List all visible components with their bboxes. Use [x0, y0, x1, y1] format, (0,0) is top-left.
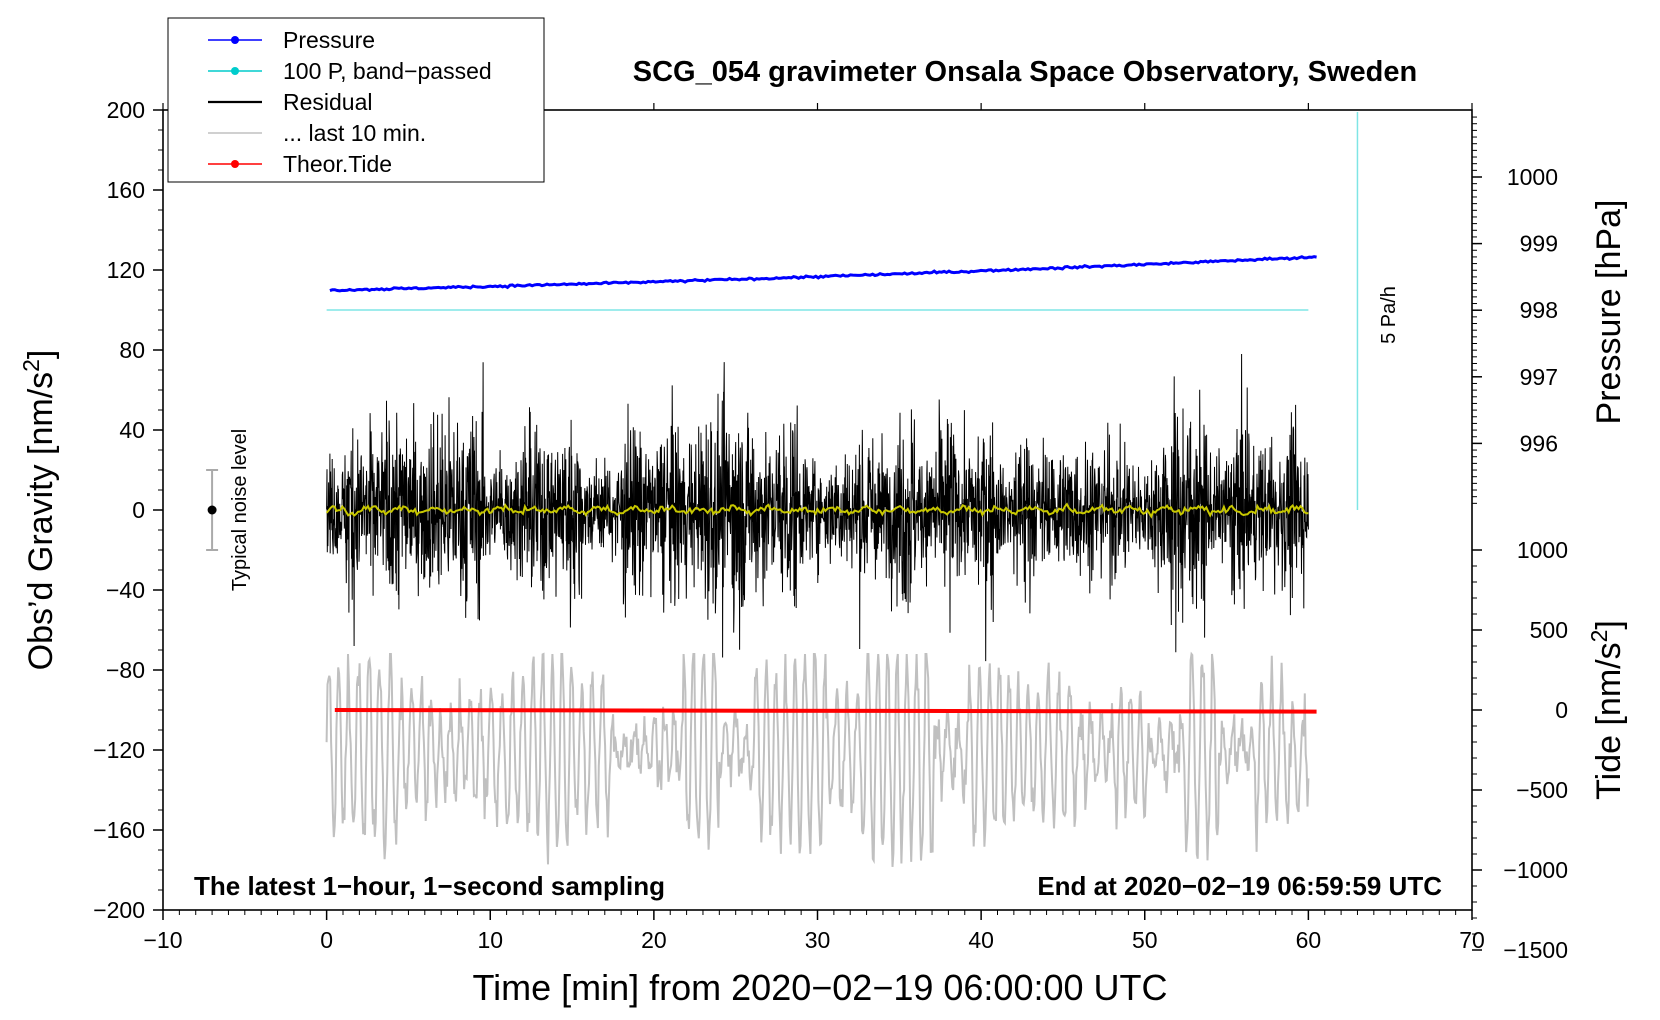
last-10-min-line	[325, 651, 1310, 867]
tide-tick-label: −1500	[1503, 937, 1568, 963]
legend-swatch-marker	[231, 67, 239, 75]
x-tick-label: 40	[968, 927, 994, 953]
pressure-tick-label: 997	[1520, 364, 1558, 390]
legend-swatch-marker	[231, 36, 239, 44]
tide-tick-label: −500	[1516, 777, 1568, 803]
x-tick-label: 50	[1132, 927, 1158, 953]
y-axis-label-pressure: Pressure [hPa]	[1590, 200, 1628, 425]
x-tick-label: −10	[143, 927, 182, 953]
series-layer	[206, 112, 1359, 867]
y-tick-label: 160	[107, 177, 145, 203]
noise-level-label: Typical noise level	[229, 429, 251, 591]
y-axis-label-tide: Tide [nm/s2]	[1586, 620, 1628, 800]
chart-title: SCG_054 gravimeter Onsala Space Observat…	[633, 56, 1417, 88]
y-tick-label: −120	[93, 737, 145, 763]
tide-tick-label: 1000	[1517, 537, 1568, 563]
y-tick-label: −40	[106, 577, 145, 603]
tide-tick-label: 500	[1530, 617, 1568, 643]
y-tick-label: 120	[107, 257, 145, 283]
legend-label: Pressure	[283, 27, 375, 53]
pressure-tick-label: 996	[1520, 430, 1558, 456]
y-tick-label: −200	[93, 897, 145, 923]
x-tick-label: 20	[641, 927, 667, 953]
pressure-tick-label: 999	[1520, 231, 1558, 257]
legend-label: 100 P, band−passed	[283, 58, 492, 84]
legend-label: ... last 10 min.	[283, 120, 426, 146]
annotation-latest-hour: The latest 1−hour, 1−second sampling	[194, 871, 665, 901]
noise-center-dot	[207, 505, 217, 515]
x-tick-label: 70	[1459, 927, 1485, 953]
legend-box	[167, 17, 545, 183]
x-tick-label: 0	[320, 927, 333, 953]
y-axis-pressure: 1000 999 998 997 996	[1472, 116, 1558, 504]
residual-line	[326, 353, 1309, 662]
x-tick-label: 10	[477, 927, 503, 953]
pressure-line	[329, 255, 1317, 293]
x-axis: −10 0 10 20 30 40 50 60 70	[143, 103, 1485, 953]
y-tick-label: −160	[93, 817, 145, 843]
x-tick-label: 30	[805, 927, 831, 953]
x-axis-label: Time [min] from 2020−02−19 06:00:00 UTC	[472, 967, 1167, 1008]
y-axis-gravity: 200 160 120 80 40 0 −40 −80 −120 −160 −200	[93, 97, 163, 923]
residual-smoothed-line	[325, 502, 1309, 519]
pressure-tick-label: 998	[1520, 297, 1558, 323]
legend-swatch-marker	[231, 160, 239, 168]
x-tick-label: 60	[1296, 927, 1322, 953]
legend: Pressure 100 P, band−passed Residual ... la…	[167, 17, 545, 183]
pressure-tick-label: 1000	[1507, 164, 1558, 190]
theoretical-tide-line	[334, 708, 1317, 714]
y-tick-label: 200	[107, 97, 145, 123]
tide-tick-label: −1000	[1503, 857, 1568, 883]
y-axis-label-gravity: Obs’d Gravity [nm/s2]	[18, 350, 60, 671]
y-tick-label: 80	[119, 337, 145, 363]
annotation-end-time: End at 2020−02−19 06:59:59 UTC	[1037, 871, 1442, 901]
y-tick-label: −80	[106, 657, 145, 683]
tide-tick-label: 0	[1555, 697, 1568, 723]
legend-label: Residual	[283, 89, 373, 115]
y-tick-label: 40	[119, 417, 145, 443]
y-tick-label: 0	[132, 497, 145, 523]
y-axis-tide: 1000 500 0 −500 −1000 −1500	[1472, 537, 1568, 963]
pressure-gradient-label: 5 Pa/h	[1378, 286, 1400, 344]
legend-label: Theor.Tide	[283, 151, 392, 177]
